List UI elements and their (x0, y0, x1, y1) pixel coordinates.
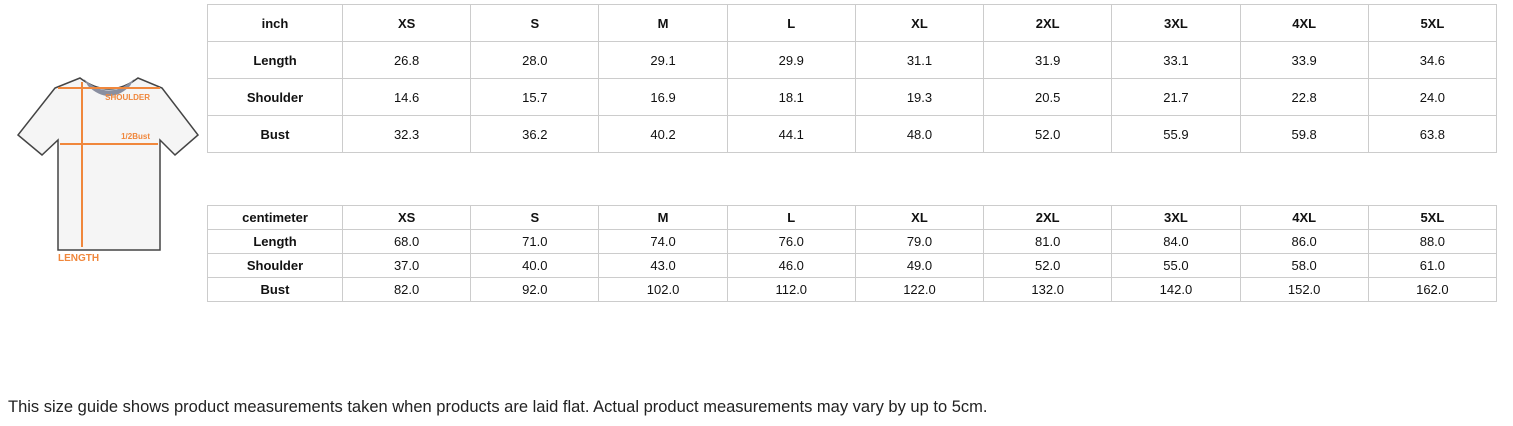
table-cell: 21.7 (1111, 78, 1241, 116)
table-cell: 102.0 (598, 277, 728, 302)
table-cell: 40.0 (470, 253, 600, 278)
column-header: XL (854, 4, 985, 42)
column-header: 5XL (1367, 4, 1498, 42)
table-cell: 31.1 (854, 41, 985, 79)
column-header: S (470, 4, 600, 42)
table-cell: 32.3 (341, 115, 472, 153)
column-header: inch (207, 4, 343, 42)
header-row: centimeter XS S M L XL 2XL 3XL 4XL 5XL (207, 205, 1498, 230)
table-cell: 15.7 (470, 78, 600, 116)
row-label: Length (207, 229, 343, 254)
table-cell: 24.0 (1367, 78, 1498, 116)
table-cell: 22.8 (1239, 78, 1369, 116)
table-cell: 142.0 (1111, 277, 1241, 302)
column-header: 4XL (1239, 4, 1369, 42)
table-cell: 52.0 (983, 253, 1113, 278)
table-cell: 33.9 (1239, 41, 1369, 79)
column-header: 3XL (1111, 205, 1241, 230)
table-cell: 132.0 (983, 277, 1113, 302)
table-cell: 81.0 (983, 229, 1113, 254)
table-cell: 71.0 (470, 229, 600, 254)
table-row: Bust 82.0 92.0 102.0 112.0 122.0 132.0 142.0 152… (207, 277, 1498, 302)
centimeter-size-table: centimeter XS S M L XL 2XL 3XL 4XL 5XL Length 68.0 7… (207, 205, 1498, 302)
table-row: Length 26.8 28.0 29.1 29.9 31.1 31.9 33.1 33.9 34… (207, 41, 1498, 79)
table-cell: 122.0 (854, 277, 985, 302)
column-header: M (598, 4, 728, 42)
table-cell: 16.9 (598, 78, 728, 116)
header-row: inch XS S M L XL 2XL 3XL 4XL 5XL (207, 4, 1498, 42)
size-guide-note: This size guide shows product measuremen… (8, 398, 988, 416)
column-header: L (726, 205, 856, 230)
table-cell: 52.0 (983, 115, 1113, 153)
table-cell: 37.0 (341, 253, 472, 278)
bust-label: 1/2Bust (121, 132, 150, 141)
column-header: XL (854, 205, 985, 230)
table-cell: 74.0 (598, 229, 728, 254)
inch-size-table: inch XS S M L XL 2XL 3XL 4XL 5XL Length 26.8 28.0 29.… (207, 4, 1498, 153)
column-header: 2XL (983, 205, 1113, 230)
table-cell: 58.0 (1239, 253, 1369, 278)
table-cell: 82.0 (341, 277, 472, 302)
table-cell: 19.3 (854, 78, 985, 116)
table-cell: 59.8 (1239, 115, 1369, 153)
column-header: XS (341, 4, 472, 42)
table-cell: 43.0 (598, 253, 728, 278)
table-cell: 84.0 (1111, 229, 1241, 254)
table-cell: 112.0 (726, 277, 856, 302)
column-header: 3XL (1111, 4, 1241, 42)
table-cell: 162.0 (1367, 277, 1498, 302)
table-row: Shoulder 14.6 15.7 16.9 18.1 19.3 20.5 21.7 22.8… (207, 78, 1498, 116)
table-cell: 68.0 (341, 229, 472, 254)
table-row: Bust 32.3 36.2 40.2 44.1 48.0 52.0 55.9 59.8 63.8 (207, 115, 1498, 153)
table-cell: 55.9 (1111, 115, 1241, 153)
column-header: centimeter (207, 205, 343, 230)
table-cell: 14.6 (341, 78, 472, 116)
row-label: Bust (207, 115, 343, 153)
column-header: 2XL (983, 4, 1113, 42)
row-label: Bust (207, 277, 343, 302)
table-cell: 26.8 (341, 41, 472, 79)
table-cell: 86.0 (1239, 229, 1369, 254)
table-row: Length 68.0 71.0 74.0 76.0 79.0 81.0 84.0 86.0 88… (207, 229, 1498, 254)
column-header: S (470, 205, 600, 230)
table-cell: 44.1 (726, 115, 856, 153)
table-cell: 55.0 (1111, 253, 1241, 278)
table-cell: 49.0 (854, 253, 985, 278)
table-cell: 46.0 (726, 253, 856, 278)
column-header: XS (341, 205, 472, 230)
column-header: 5XL (1367, 205, 1498, 230)
column-header: M (598, 205, 728, 230)
table-cell: 33.1 (1111, 41, 1241, 79)
table-cell: 28.0 (470, 41, 600, 79)
table-cell: 61.0 (1367, 253, 1498, 278)
table-cell: 18.1 (726, 78, 856, 116)
column-header: L (726, 4, 856, 42)
length-label: LENGTH (58, 253, 99, 264)
row-label: Length (207, 41, 343, 79)
column-header: 4XL (1239, 205, 1369, 230)
table-cell: 20.5 (983, 78, 1113, 116)
table-cell: 92.0 (470, 277, 600, 302)
table-cell: 79.0 (854, 229, 985, 254)
table-cell: 152.0 (1239, 277, 1369, 302)
shoulder-label: SHOULDER (105, 93, 150, 102)
tshirt-measurement-diagram: SHOULDER 1/2Bust LENGTH (16, 77, 200, 264)
table-cell: 63.8 (1367, 115, 1498, 153)
row-label: Shoulder (207, 78, 343, 116)
table-cell: 31.9 (983, 41, 1113, 79)
table-cell: 29.1 (598, 41, 728, 79)
table-cell: 88.0 (1367, 229, 1498, 254)
table-row: Shoulder 37.0 40.0 43.0 46.0 49.0 52.0 55.0 58.0… (207, 253, 1498, 278)
row-label: Shoulder (207, 253, 343, 278)
table-cell: 76.0 (726, 229, 856, 254)
table-cell: 48.0 (854, 115, 985, 153)
table-cell: 34.6 (1367, 41, 1498, 79)
table-cell: 36.2 (470, 115, 600, 153)
table-cell: 29.9 (726, 41, 856, 79)
table-cell: 40.2 (598, 115, 728, 153)
